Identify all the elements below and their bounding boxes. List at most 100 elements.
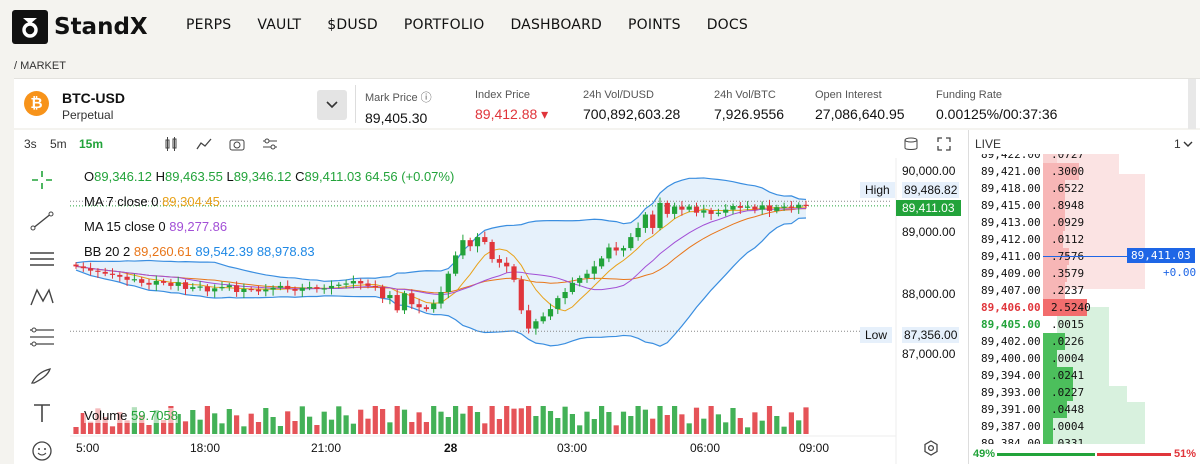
volume-bar: [117, 412, 123, 434]
emoji-icon[interactable]: [28, 440, 56, 462]
candle-body: [175, 282, 181, 286]
trend-line-icon[interactable]: [28, 210, 56, 232]
drawing-toolbar: [14, 158, 70, 464]
nav-perps[interactable]: PERPS: [186, 17, 232, 33]
bid-row[interactable]: 89,405.00.0015: [981, 316, 1085, 333]
stat-funding-rate: Funding Rate 0.00125%/00:37:36: [936, 89, 1058, 122]
volume-bar: [226, 409, 232, 434]
nav-dusd[interactable]: $DUSD: [327, 17, 378, 33]
market-dropdown-button[interactable]: [317, 90, 347, 120]
bid-row[interactable]: 89,387.00.0004: [981, 418, 1085, 435]
pattern-icon[interactable]: [28, 286, 56, 308]
volume-bar: [387, 422, 393, 434]
ask-row[interactable]: 89,418.00.6522: [981, 180, 1085, 197]
volume-bar: [577, 425, 583, 434]
fibonacci-icon[interactable]: [28, 326, 56, 348]
volume-bar: [474, 412, 481, 434]
bid-row[interactable]: 89,393.00.0227: [981, 384, 1085, 401]
brand-name: StandX: [54, 14, 148, 40]
ask-row[interactable]: 89,407.00.2237: [981, 282, 1085, 299]
volume-bar: [467, 406, 473, 434]
interval-15m[interactable]: 15m: [79, 137, 104, 151]
fullscreen-icon[interactable]: [937, 137, 951, 151]
bid-row[interactable]: 89,400.00.0004: [981, 350, 1085, 367]
volume-bar: [343, 415, 349, 434]
volume-bar: [175, 414, 181, 434]
nav-dashboard[interactable]: DASHBOARD: [510, 17, 602, 33]
nav-vault[interactable]: VAULT: [257, 17, 302, 33]
volume-bar: [796, 420, 802, 434]
candle-body: [219, 287, 225, 289]
interval-3s[interactable]: 3s: [24, 137, 37, 151]
ask-row[interactable]: 89,406.00 2.5240: [981, 299, 1091, 316]
candle-body: [372, 285, 378, 288]
candlestick-chart-canvas[interactable]: [70, 158, 968, 464]
candle-body: [307, 287, 313, 289]
chart-settings-gear-icon[interactable]: [923, 440, 939, 456]
candle-body: [95, 270, 101, 272]
ask-row[interactable]: 89,413.00.0929: [981, 214, 1085, 231]
price-tick-88000: 88,000.00: [902, 287, 956, 301]
ticker-scrollbar[interactable]: [1188, 79, 1196, 129]
ask-row[interactable]: 89,422.00.0727: [969, 154, 1200, 163]
brand-logo[interactable]: StandX: [12, 10, 148, 44]
crosshair-icon[interactable]: [28, 169, 56, 191]
volume-bar: [504, 406, 510, 434]
candle-body: [504, 262, 510, 267]
time-tick: 21:00: [311, 441, 342, 455]
candle-body: [445, 273, 451, 292]
volume-bar: [336, 406, 342, 434]
candle-body: [139, 279, 145, 283]
nav-portfolio[interactable]: PORTFOLIO: [403, 17, 485, 33]
candle-body: [80, 266, 86, 269]
bid-row[interactable]: 89,394.00.0241: [981, 367, 1085, 384]
ask-row[interactable]: 89,412.00.0112: [981, 231, 1085, 248]
interval-5m[interactable]: 5m: [50, 137, 67, 151]
indicators-icon[interactable]: [196, 137, 212, 151]
horizontal-lines-icon[interactable]: [28, 248, 56, 270]
ask-row[interactable]: 89,411.00.7576: [981, 248, 1085, 265]
candle-body: [321, 288, 327, 290]
volume-bar: [723, 422, 729, 434]
time-tick: 5:00: [76, 441, 100, 455]
volume-bar: [350, 423, 356, 434]
depth-select[interactable]: 1: [1174, 137, 1181, 151]
bollinger-upper-line: [75, 177, 807, 282]
volume-bar: [774, 416, 780, 434]
orderbook-last-change: +0.00: [1163, 266, 1197, 279]
database-icon[interactable]: [904, 137, 918, 151]
volume-bar: [358, 409, 364, 434]
depth-chevron-icon[interactable]: [1183, 141, 1193, 148]
volume-bar: [453, 406, 459, 434]
breadcrumb: / MARKET: [14, 60, 66, 72]
candle-body: [518, 279, 524, 311]
nav-points[interactable]: POINTS: [628, 17, 681, 33]
brush-icon[interactable]: [28, 365, 56, 387]
candle-body: [474, 237, 481, 247]
camera-icon[interactable]: [229, 137, 245, 151]
volume-bar: [526, 406, 532, 434]
volume-bar: [204, 406, 210, 434]
candle-body: [416, 304, 422, 308]
nav-docs[interactable]: DOCS: [706, 17, 748, 33]
bid-row[interactable]: 89,384.00.0331: [969, 435, 1200, 444]
ask-row[interactable]: 89,409.00.3579: [981, 265, 1085, 282]
bid-row[interactable]: 89,391.00.0448: [981, 401, 1085, 418]
candle-body: [73, 264, 79, 267]
text-tool-icon[interactable]: [28, 402, 56, 424]
ask-row[interactable]: 89,415.00.8948: [981, 197, 1085, 214]
volume-bar: [321, 411, 327, 434]
candle-body: [745, 206, 751, 208]
candle-body: [467, 240, 473, 247]
candlestick-type-icon[interactable]: [164, 137, 178, 151]
market-symbol[interactable]: BTC-USD: [62, 90, 125, 106]
candle-body: [774, 207, 780, 211]
stat-open-interest: Open Interest 27,086,640.95: [815, 89, 905, 122]
settings-sliders-icon[interactable]: [262, 137, 278, 151]
volume-bar: [460, 413, 466, 434]
ask-row[interactable]: 89,421.00.3000: [981, 163, 1085, 180]
candle-body: [526, 310, 532, 329]
volume-bar: [489, 406, 495, 434]
bid-row[interactable]: 89,402.00.0226: [981, 333, 1085, 350]
price-chart[interactable]: O89,346.12 H89,463.55 L89,346.12 C89,411…: [70, 158, 968, 464]
